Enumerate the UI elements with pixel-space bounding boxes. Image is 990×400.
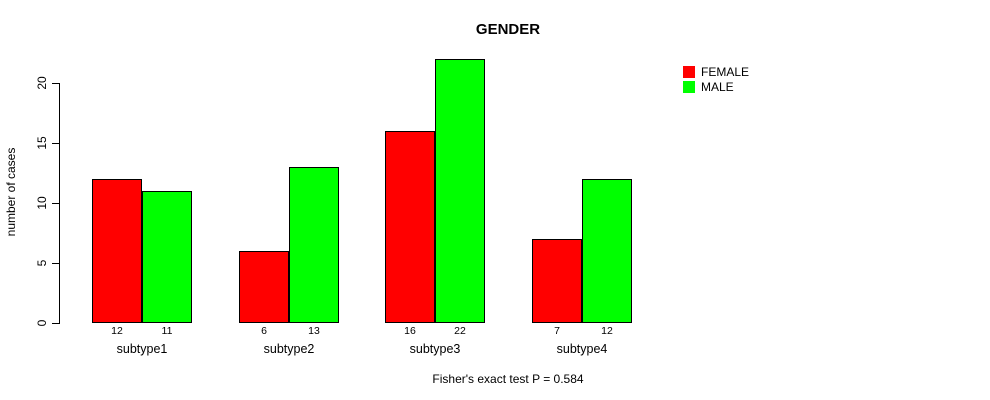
bar-female-subtype1 [92,179,142,323]
bar-male-subtype4 [582,179,632,323]
legend-swatch-icon [683,80,695,93]
bar-value-label: 16 [404,325,416,337]
bar-value-label: 12 [601,325,613,337]
bar-value-label: 7 [554,325,560,337]
legend-swatch-icon [683,65,695,78]
legend-item-male: MALE [683,79,749,94]
bar-male-subtype2 [289,167,339,323]
bar-female-subtype4 [532,239,582,323]
y-tick [52,323,59,324]
chart-title: GENDER [475,21,541,38]
y-tick-label: 20 [35,76,49,90]
legend-label: MALE [701,79,734,94]
bar-value-label: 11 [161,325,173,337]
legend: FEMALE MALE [683,64,749,94]
y-axis-label: number of cases [4,147,18,237]
category-label-subtype2: subtype2 [263,342,315,356]
bar-value-label: 22 [454,325,466,337]
footer-note: Fisher's exact test P = 0.584 [432,372,584,386]
bar-value-label: 6 [261,325,267,337]
bar-female-subtype3 [385,131,435,323]
bar-male-subtype1 [142,191,192,323]
y-tick [52,203,59,204]
legend-label: FEMALE [701,64,750,79]
y-tick-label: 0 [35,319,49,327]
category-label-subtype1: subtype1 [116,342,168,356]
y-tick [52,83,59,84]
bar-female-subtype2 [239,251,289,323]
y-axis-line [59,83,60,324]
bar-value-label: 12 [111,325,123,337]
category-label-subtype3: subtype3 [409,342,461,356]
y-tick [52,143,59,144]
y-tick-label: 10 [35,196,49,210]
y-tick-label: 15 [35,136,49,150]
bar-male-subtype3 [435,59,485,323]
legend-item-female: FEMALE [683,64,749,79]
category-label-subtype4: subtype4 [556,342,608,356]
y-tick [52,263,59,264]
y-tick-label: 5 [35,259,49,267]
bar-value-label: 13 [308,325,320,337]
